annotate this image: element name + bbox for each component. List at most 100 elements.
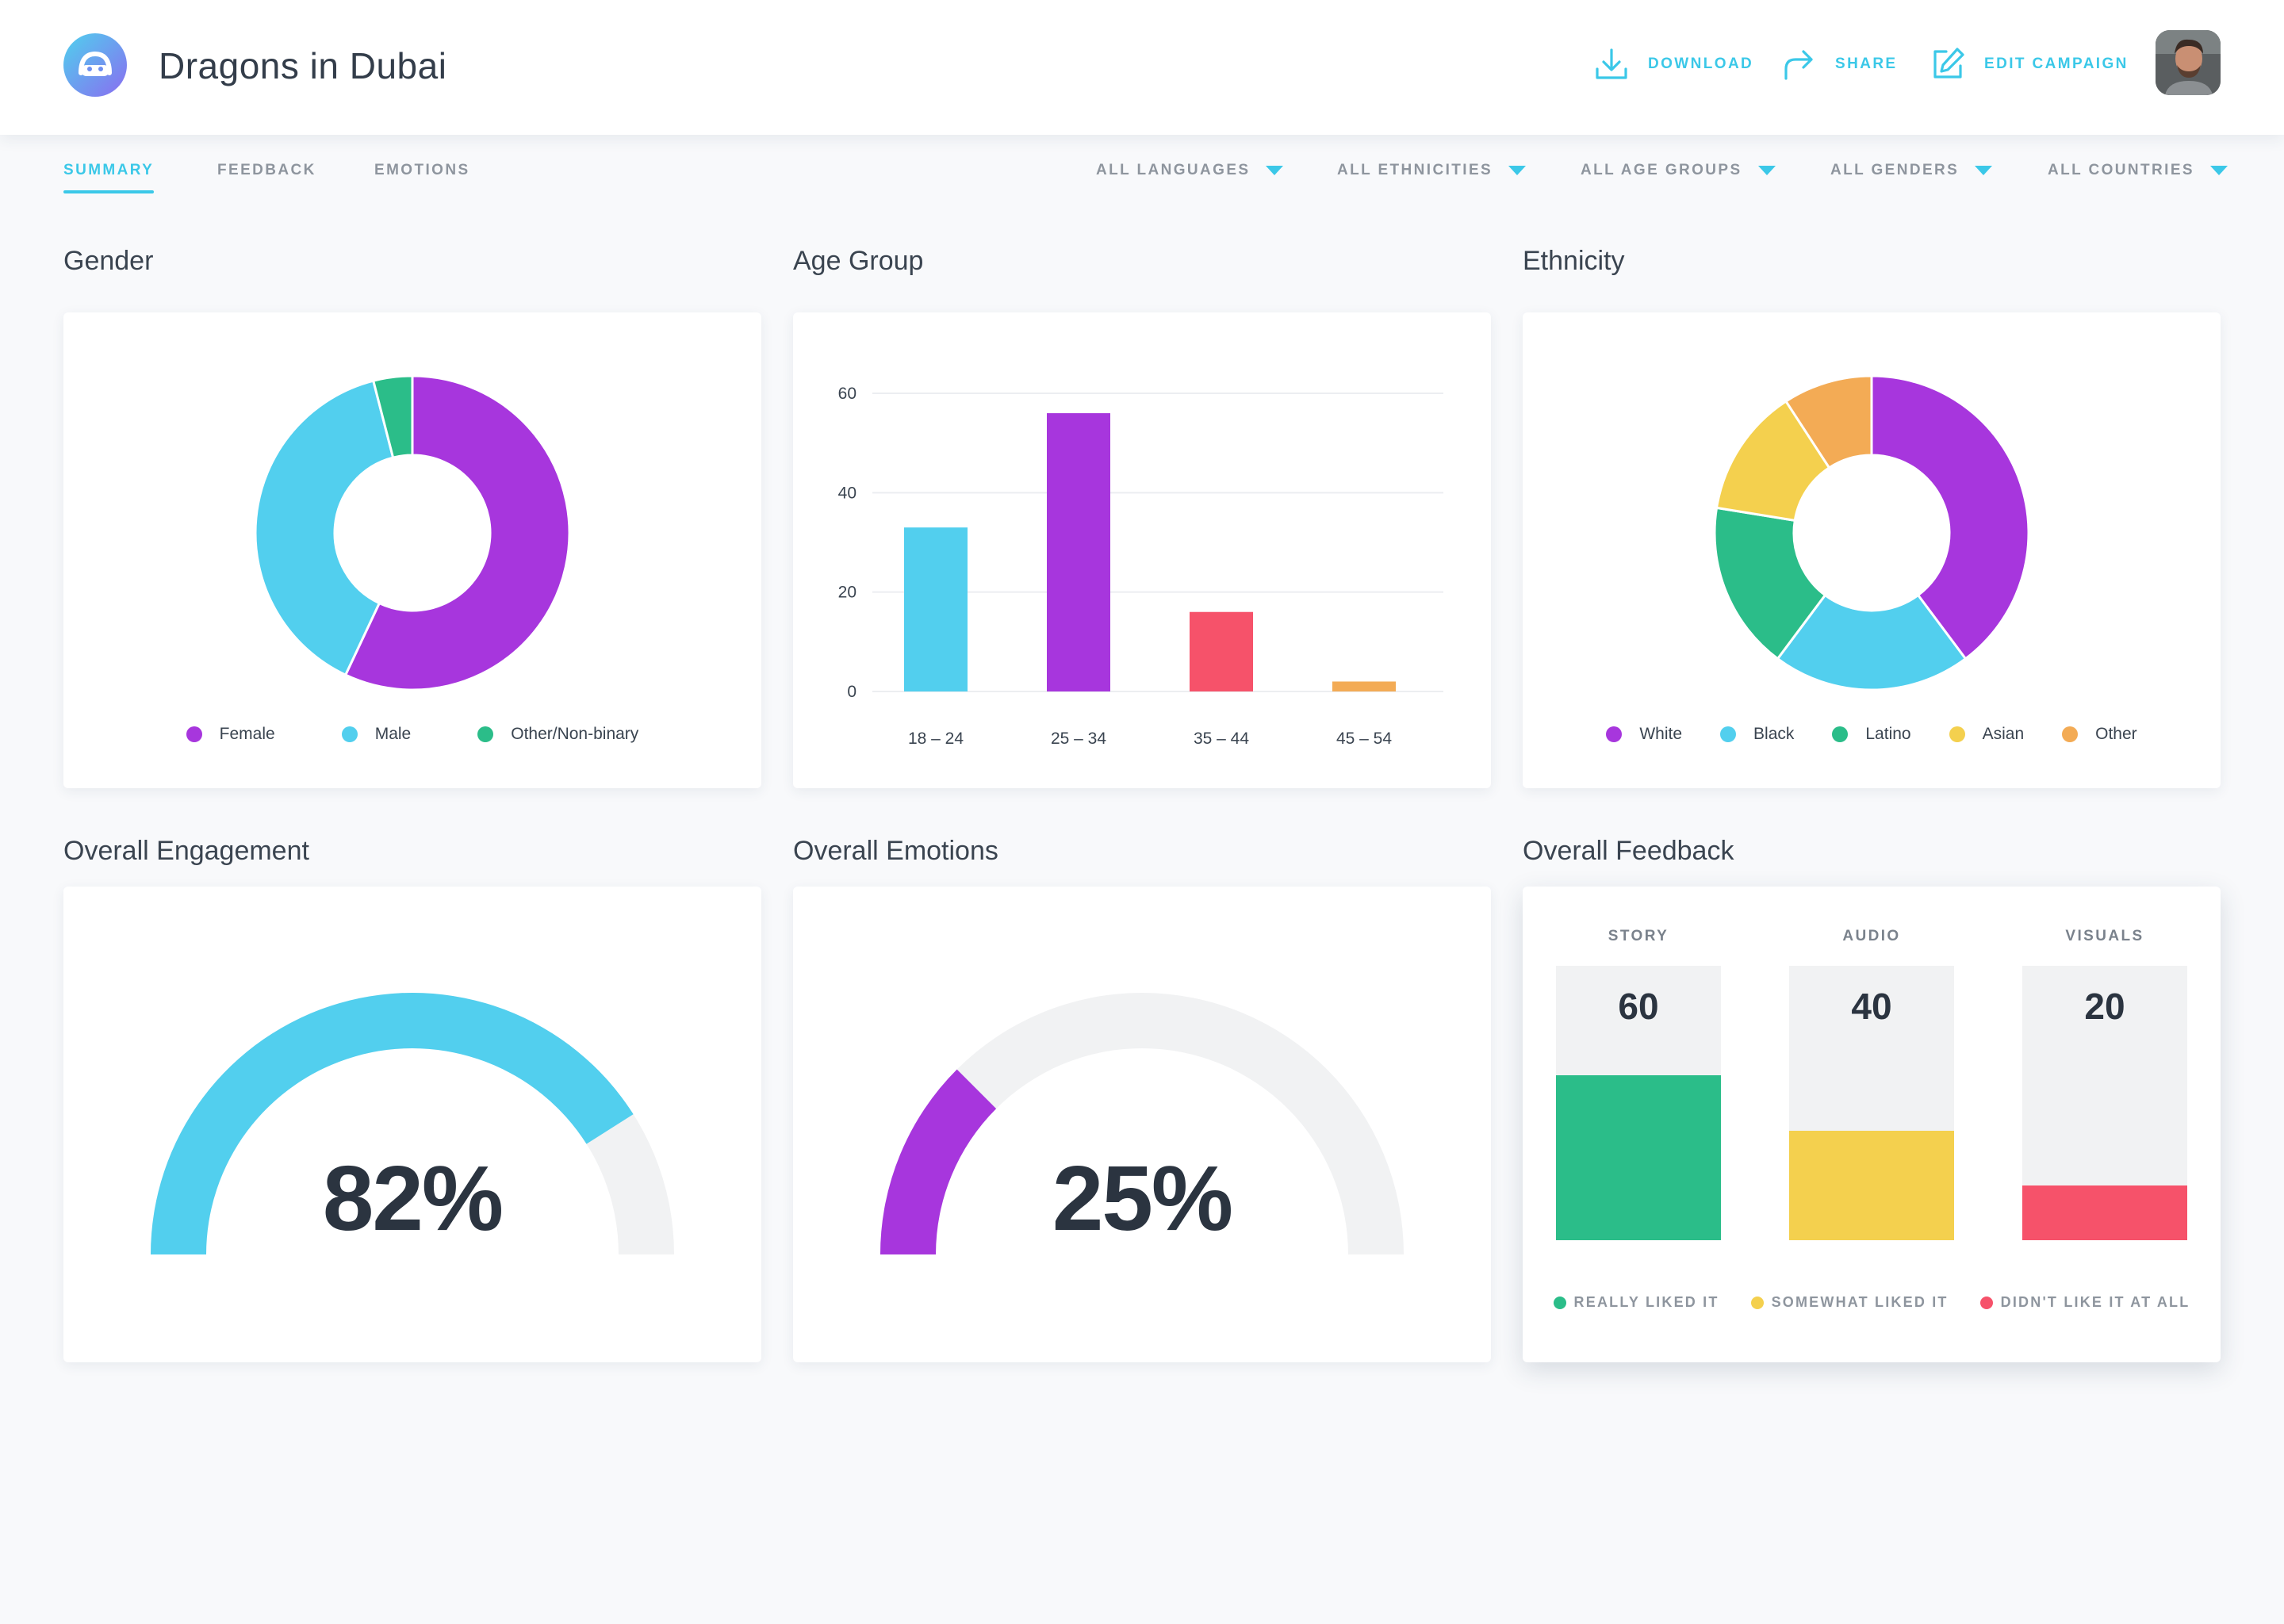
legend-label: Female: [219, 725, 275, 743]
ethnicity-title: Ethnicity: [1523, 246, 1625, 276]
chevron-down-icon: [1975, 166, 1993, 175]
feedback-value: 40: [1851, 986, 1892, 1027]
legend-item: SOMEWHAT LIKED IT: [1750, 1294, 1949, 1311]
feedback-track: 20: [2022, 966, 2187, 1240]
filter-ethnicities[interactable]: ALL ETHNICITIES: [1337, 162, 1527, 179]
donut-slice-asian[interactable]: [1715, 399, 1831, 523]
emotions-gauge: [880, 993, 1404, 1254]
donut-slice-black[interactable]: [1776, 593, 1968, 691]
legend-swatch: [341, 726, 358, 742]
ethnicity-card: White Black Latino Asian Other: [1523, 312, 2221, 788]
download-label: DOWNLOAD: [1648, 56, 1754, 72]
engagement-value: 82%: [322, 1147, 504, 1250]
legend-swatch: [1606, 726, 1623, 742]
legend-swatch: [1979, 1296, 1993, 1309]
feedback-column-label: VISUALS: [2065, 928, 2144, 944]
y-tick-label: 40: [838, 484, 856, 502]
tab-emotions[interactable]: EMOTIONS: [374, 162, 470, 178]
legend-swatch: [1720, 726, 1737, 742]
donut-slice-other-non-binary[interactable]: [371, 374, 414, 459]
donut-slice-white[interactable]: [1870, 374, 2030, 661]
edit-campaign-button[interactable]: EDIT CAMPAIGN: [1929, 44, 2129, 84]
feedback-fill: [1556, 1075, 1721, 1240]
bar-1[interactable]: [1047, 413, 1110, 691]
edit-campaign-label: EDIT CAMPAIGN: [1984, 56, 2129, 72]
donut-slice-male[interactable]: [254, 379, 395, 677]
x-tick-label: 18 – 24: [908, 730, 964, 748]
share-arrow-icon: [1784, 50, 1813, 80]
legend-item: Male: [341, 725, 412, 744]
y-tick-label: 0: [847, 683, 856, 701]
age-group-title: Age Group: [793, 246, 924, 276]
ethnicity-donut-chart: [1713, 374, 2030, 691]
gender-legend: Female Male Other/Non-binary: [63, 725, 761, 744]
legend-label: White: [1639, 725, 1683, 743]
download-button[interactable]: DOWNLOAD: [1592, 44, 1753, 84]
legend-item: Other/Non-binary: [477, 725, 638, 744]
y-tick-label: 20: [838, 584, 856, 602]
tab-feedback[interactable]: FEEDBACK: [217, 162, 316, 178]
filter-label: ALL ETHNICITIES: [1337, 162, 1493, 178]
bar-0[interactable]: [904, 527, 968, 691]
filter-label: ALL GENDERS: [1830, 162, 1960, 178]
tab-active-indicator: [63, 190, 154, 193]
edit-icon: [1933, 48, 1964, 79]
chevron-down-icon: [1508, 166, 1527, 175]
share-button[interactable]: SHARE: [1780, 44, 1898, 84]
bar-2[interactable]: [1190, 611, 1253, 691]
donut-slice-latino[interactable]: [1713, 506, 1827, 661]
gender-card: Female Male Other/Non-binary: [63, 312, 761, 788]
feedback-legend: REALLY LIKED IT SOMEWHAT LIKED IT DIDN'T…: [1523, 1294, 2221, 1311]
gauge-fill: [151, 993, 634, 1254]
legend-swatch: [477, 726, 494, 742]
emotions-title: Overall Emotions: [793, 836, 998, 866]
legend-label: REALLY LIKED IT: [1573, 1294, 1719, 1310]
legend-swatch: [2062, 726, 2079, 742]
feedback-value: 20: [2084, 986, 2125, 1027]
legend-item: Female: [186, 725, 275, 744]
bar-3[interactable]: [1332, 681, 1396, 691]
engagement-title: Overall Engagement: [63, 836, 309, 866]
feedback-card: STORY 60 AUDIO 40 VISUALS 20 REALLY LIKE…: [1523, 887, 2221, 1362]
legend-label: Other/Non-binary: [511, 725, 639, 743]
gauge-fill: [880, 1069, 997, 1254]
filter-languages[interactable]: ALL LANGUAGES: [1096, 162, 1284, 179]
tab-summary[interactable]: SUMMARY: [63, 162, 155, 178]
download-icon: [1596, 48, 1627, 79]
user-avatar[interactable]: [2156, 30, 2221, 95]
chevron-down-icon: [1266, 166, 1284, 175]
filter-label: ALL COUNTRIES: [2048, 162, 2194, 178]
emotions-value: 25%: [1052, 1147, 1233, 1250]
filter-genders[interactable]: ALL GENDERS: [1830, 162, 1993, 179]
x-tick-label: 45 – 54: [1336, 730, 1392, 748]
legend-label: DIDN'T LIKE IT AT ALL: [2000, 1294, 2190, 1310]
legend-label: Other: [2095, 725, 2137, 743]
donut-slice-other[interactable]: [1784, 374, 1873, 469]
filter-age-groups[interactable]: ALL AGE GROUPS: [1581, 162, 1776, 179]
legend-item: Black: [1720, 725, 1794, 744]
engagement-card: 82%: [63, 887, 761, 1362]
feedback-track: 40: [1789, 966, 1954, 1240]
app-logo[interactable]: [63, 33, 127, 97]
filter-countries[interactable]: ALL COUNTRIES: [2048, 162, 2228, 179]
legend-item: DIDN'T LIKE IT AT ALL: [1979, 1294, 2190, 1311]
feedback-track: 60: [1556, 966, 1721, 1240]
legend-label: Black: [1753, 725, 1795, 743]
legend-item: White: [1606, 725, 1682, 744]
donut-slice-female[interactable]: [343, 374, 571, 691]
legend-swatch: [1553, 1296, 1566, 1309]
legend-label: Asian: [1982, 725, 2025, 743]
legend-label: Male: [374, 725, 412, 743]
legend-item: Other: [2062, 725, 2137, 744]
mascot-face-icon: [79, 51, 112, 76]
filter-label: ALL AGE GROUPS: [1581, 162, 1742, 178]
legend-label: Latino: [1865, 725, 1911, 743]
legend-swatch: [1949, 726, 1965, 742]
feedback-fill: [2022, 1185, 2187, 1240]
legend-item: Latino: [1832, 725, 1911, 744]
feedback-fill: [1789, 1130, 1954, 1240]
legend-swatch: [186, 726, 202, 742]
feedback-column-label: AUDIO: [1842, 928, 1901, 944]
feedback-column-label: STORY: [1608, 928, 1669, 944]
filter-label: ALL LANGUAGES: [1096, 162, 1251, 178]
